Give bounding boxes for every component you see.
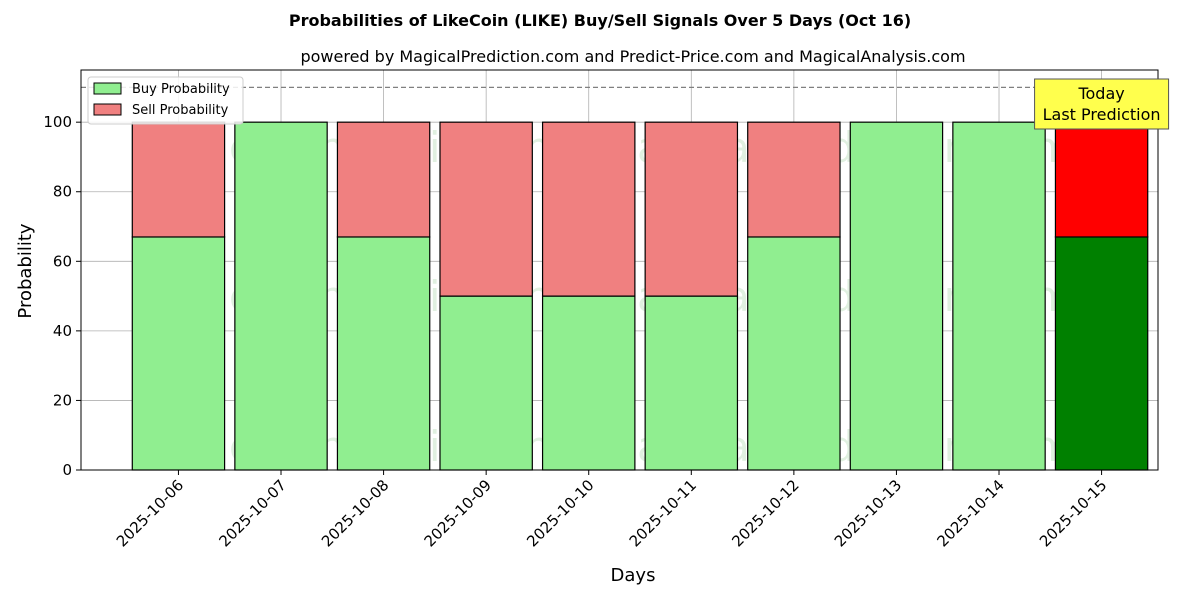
x-tick-label: 2025-10-07 — [215, 476, 289, 550]
legend-label: Sell Probability — [132, 103, 229, 118]
sell-bar — [644, 121, 739, 297]
plot-frame — [80, 69, 1159, 471]
y-tick-label: 20 — [53, 391, 72, 409]
x-tick-label: 2025-10-13 — [831, 476, 905, 550]
x-tick-label: 2025-10-06 — [113, 476, 187, 550]
legend-swatch — [93, 103, 122, 116]
chart-subtitle: powered by MagicalPrediction.com and Pre… — [300, 47, 965, 66]
annotation-line1: Today — [1077, 84, 1124, 103]
y-tick-label: 40 — [53, 322, 72, 340]
y-ticks: 0 20 40 60 80 100 — [43, 113, 81, 479]
buy-bar — [849, 121, 944, 471]
annotation-box — [1034, 78, 1170, 130]
x-axis-label: Days — [611, 565, 656, 586]
today-annotation: Today Last Prediction — [1034, 78, 1170, 130]
x-tick-label: 2025-10-10 — [523, 476, 597, 550]
sell-bar — [1054, 121, 1149, 238]
buy-bar — [336, 236, 431, 471]
x-ticks: 2025-10-06 2025-10-07 2025-10-08 2025-10-09… — [113, 470, 1110, 550]
sell-bar — [131, 121, 226, 238]
x-tick-label: 2025-10-14 — [933, 476, 1007, 550]
sell-bar — [747, 121, 841, 238]
x-tick-label: 2025-10-15 — [1036, 476, 1110, 550]
buy-bar — [234, 121, 328, 471]
x-tick-label: 2025-10-11 — [626, 476, 700, 550]
buy-bar — [541, 295, 636, 471]
sell-bar — [541, 121, 636, 297]
legend-box — [87, 76, 244, 125]
sell-bar — [439, 121, 533, 297]
annotation-line2: Last Prediction — [1043, 105, 1161, 124]
y-tick-label: 100 — [43, 113, 72, 131]
x-tick-label: 2025-10-09 — [421, 476, 495, 550]
y-tick-label: 60 — [53, 252, 72, 270]
bars — [131, 121, 1149, 471]
buy-bar — [439, 295, 533, 471]
y-axis-label: Probability — [15, 223, 36, 318]
sell-bar — [336, 121, 431, 238]
buy-bar — [1054, 236, 1149, 471]
buy-bar — [644, 295, 739, 471]
x-tick-label: 2025-10-08 — [318, 476, 392, 550]
y-tick-label: 80 — [53, 183, 72, 201]
chart-title: Probabilities of LikeCoin (LIKE) Buy/Sel… — [289, 11, 911, 30]
buy-bar — [747, 236, 841, 471]
x-tick-label: 2025-10-12 — [728, 476, 802, 550]
legend-label: Buy Probability — [132, 82, 230, 97]
y-tick-label: 0 — [62, 461, 72, 479]
legend: Buy Probability Sell Probability — [87, 76, 244, 125]
legend-swatch — [93, 82, 122, 95]
buy-bar — [952, 121, 1046, 471]
buy-bar — [131, 236, 226, 471]
